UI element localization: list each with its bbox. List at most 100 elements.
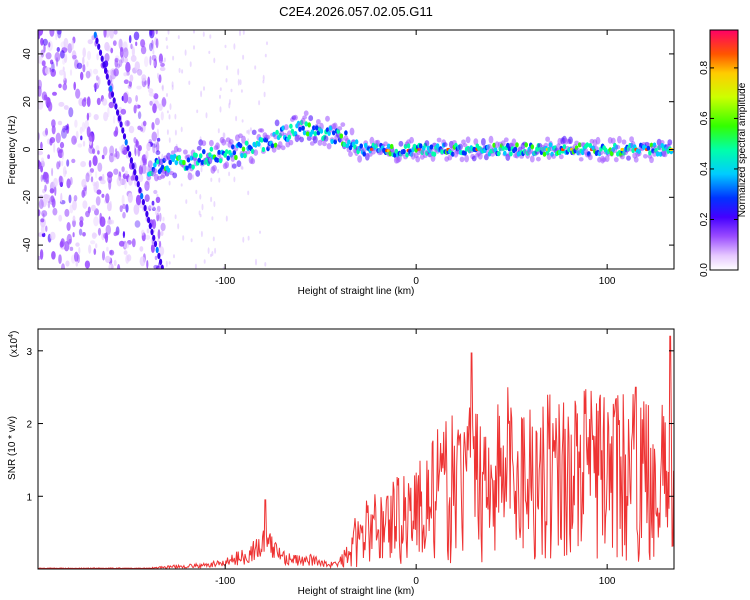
ridge-point: [393, 152, 397, 158]
ridge-point: [558, 149, 562, 156]
noise-speck: [210, 196, 213, 203]
noise-speck: [110, 69, 117, 80]
noise-speck: [61, 263, 65, 269]
noise-speck: [56, 47, 60, 52]
noise-speck: [168, 261, 171, 265]
ridge-point: [218, 158, 223, 164]
ridge-halo: [187, 172, 193, 181]
noise-speck: [49, 137, 56, 144]
noise-speck: [41, 198, 47, 208]
snr-x-ticks: -100 0 100: [215, 329, 616, 587]
noise-speck: [40, 37, 44, 46]
noise-speck: [97, 76, 101, 86]
noise-speck: [114, 57, 119, 63]
ridge-point: [646, 145, 651, 151]
noise-speck: [72, 215, 76, 222]
noise-speck: [45, 127, 48, 136]
streak-point: [159, 258, 163, 265]
ridge-point: [224, 149, 229, 155]
ridge-point: [168, 159, 172, 165]
noise-speck: [190, 238, 193, 243]
streak-point: [121, 127, 125, 134]
noise-speck: [95, 180, 99, 190]
ridge-halo: [221, 138, 227, 146]
noise-speck: [118, 59, 123, 67]
ridge-halo: [299, 136, 304, 143]
ridge-halo: [595, 136, 601, 145]
ridge-point: [238, 143, 243, 149]
noise-speck: [168, 137, 171, 143]
snr-y-ticks: 1 2 3: [26, 347, 674, 503]
noise-speck: [82, 63, 86, 73]
noise-speck: [133, 204, 140, 215]
noise-speck: [66, 178, 71, 189]
noise-speck: [51, 61, 55, 73]
noise-speck: [72, 54, 77, 60]
ridge-point: [609, 150, 614, 157]
noise-speck: [113, 30, 118, 35]
noise-speck: [42, 213, 45, 219]
ridge-halo: [154, 173, 159, 182]
noise-speck: [138, 164, 143, 176]
noise-speck: [74, 119, 78, 128]
ridge-halo: [253, 149, 259, 156]
noise-speck: [82, 56, 85, 65]
ridge-halo: [357, 155, 362, 163]
ridge-halo: [465, 136, 471, 144]
noise-speck: [72, 219, 76, 228]
noise-speck: [118, 145, 125, 152]
ridge-halo: [511, 138, 517, 146]
noise-speck: [144, 160, 147, 165]
noise-speck: [92, 68, 99, 75]
noise-speck: [149, 55, 152, 66]
y-tick-label: 1: [26, 492, 32, 503]
ridge-point: [503, 150, 507, 156]
colorbar: 0.0 0.2 0.4 0.6 0.8 Normalized spectral ampl…: [699, 29, 748, 277]
noise-speck: [210, 177, 213, 182]
ridge-halo: [319, 122, 324, 131]
noise-speck: [97, 162, 103, 172]
noise-speck: [86, 126, 91, 138]
ridge-halo: [620, 154, 625, 160]
noise-speck: [99, 212, 102, 224]
noise-speck: [181, 69, 184, 74]
ridge-point: [182, 159, 186, 166]
noise-speck: [177, 223, 180, 230]
streak-point: [114, 103, 118, 110]
ridge-halo: [306, 136, 312, 141]
ridge-halo: [409, 136, 414, 144]
noise-speck: [73, 195, 78, 202]
noise-speck: [95, 75, 99, 81]
ridge-halo: [383, 141, 388, 147]
colorbar-tick-label: 0.0: [699, 263, 710, 277]
ridge-point: [202, 149, 206, 155]
noise-speck: [41, 60, 46, 67]
snr-y-multiplier: (x104): [8, 331, 20, 358]
noise-speck: [158, 103, 163, 111]
noise-speck: [124, 120, 131, 127]
noise-speck: [121, 194, 125, 206]
y-tick-label: -20: [22, 190, 33, 205]
noise-speck: [58, 254, 62, 264]
noise-speck: [151, 200, 155, 206]
noise-speck: [263, 91, 266, 98]
noise-speck: [180, 183, 183, 187]
noise-speck: [154, 141, 157, 146]
noise-speck: [128, 80, 132, 87]
noise-speck: [40, 224, 45, 234]
noise-speck: [58, 101, 65, 107]
noise-speck: [148, 88, 154, 94]
ridge-point: [260, 137, 264, 143]
noise-speck: [122, 231, 125, 239]
noise-speck: [49, 188, 55, 194]
noise-speck: [44, 66, 51, 75]
noise-speck: [109, 145, 115, 157]
noise-speck: [123, 47, 129, 59]
noise-speck: [75, 242, 80, 247]
noise-speck: [69, 204, 74, 214]
noise-speck: [49, 59, 54, 65]
ridge-halo: [209, 139, 214, 147]
noise-speck: [61, 127, 67, 139]
streak-point: [124, 139, 128, 146]
ridge-halo: [653, 145, 659, 150]
